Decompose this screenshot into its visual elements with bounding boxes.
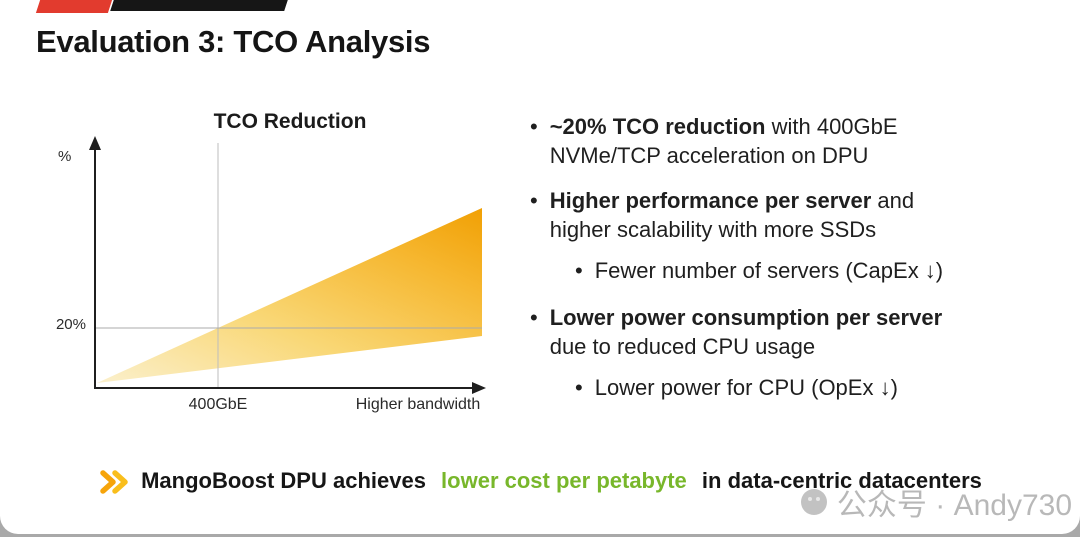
- chart-title: TCO Reduction: [213, 110, 367, 133]
- bullet-list: • ~20% TCO reduction with 400GbE NVMe/TC…: [530, 112, 1040, 420]
- bullet-marker: •: [530, 188, 538, 214]
- x-tick-400gbe: 400GbE: [188, 396, 248, 413]
- bullet-text: ~20% TCO reduction with 400GbE NVMe/TCP …: [550, 112, 1040, 170]
- bullet-text: Fewer number of servers (CapEx ↓): [595, 256, 1040, 285]
- watermark-text: 公众号 · Andy730: [836, 489, 1072, 522]
- x-axis-label: Higher bandwidth: [355, 396, 481, 413]
- subbullet-capex: • Fewer number of servers (CapEx ↓): [575, 256, 1040, 285]
- bullet-regular-text: Fewer number of servers (CapEx ↓): [594, 258, 944, 284]
- y-axis-label: %: [58, 148, 72, 165]
- bullet-marker: •: [575, 258, 583, 284]
- takeaway-banner: MangoBoost DPU achieves lower cost per p…: [0, 468, 1080, 494]
- watermark: 公众号 · Andy730: [799, 480, 1072, 524]
- bullet-tco-reduction: • ~20% TCO reduction with 400GbE NVMe/TC…: [530, 112, 1040, 170]
- bullet-power: • Lower power consumption per server due…: [530, 303, 1040, 361]
- bullet-performance: • Higher performance per server and high…: [530, 186, 1040, 244]
- subbullet-opex: • Lower power for CPU (OpEx ↓): [575, 373, 1040, 402]
- chart-canvas: [89, 136, 486, 394]
- takeaway-suffix: in data-centric datacenters: [695, 468, 982, 493]
- y-axis-arrow: [89, 136, 101, 150]
- bullet-regular-text: with 400GbE: [765, 114, 898, 139]
- watermark-logo-icon: [800, 489, 827, 515]
- bullet-marker: •: [530, 305, 538, 331]
- bullet-regular-text: and: [871, 188, 915, 214]
- bullet-regular-text: NVMe/TCP acceleration on DPU: [549, 143, 869, 169]
- bullet-regular-text: due to reduced CPU usage: [549, 334, 816, 360]
- bullet-text: Lower power consumption per server due t…: [550, 303, 1040, 361]
- takeaway-prefix: MangoBoost DPU achieves: [141, 468, 433, 493]
- logo-fragment-red: [35, 0, 113, 13]
- tco-reduction-chart: TCO Reduction % 20%: [40, 98, 500, 433]
- bullet-text: Lower power for CPU (OpEx ↓): [595, 373, 1040, 402]
- double-chevron-icon: [100, 470, 128, 494]
- slide-title: Evaluation 3: TCO Analysis: [36, 24, 431, 59]
- bullet-regular-text: higher scalability with more SSDs: [549, 217, 877, 243]
- wedge-area: [97, 208, 482, 383]
- bullet-regular-text: Lower power for CPU (OpEx ↓): [594, 375, 898, 401]
- bullet-text: Higher performance per server and higher…: [550, 186, 1040, 244]
- bullet-marker: •: [575, 375, 583, 401]
- y-tick-20pct: 20%: [55, 316, 86, 333]
- bullet-bold-text: Higher performance per server: [549, 188, 872, 214]
- bullet-bold-text: ~20% TCO reduction: [549, 114, 766, 139]
- x-axis-arrow: [472, 382, 486, 394]
- bullet-marker: •: [530, 114, 538, 139]
- logo-fragment-black: [110, 0, 288, 11]
- bullet-bold-text: Lower power consumption per server: [549, 305, 943, 331]
- takeaway-highlight: lower cost per petabyte: [441, 468, 687, 493]
